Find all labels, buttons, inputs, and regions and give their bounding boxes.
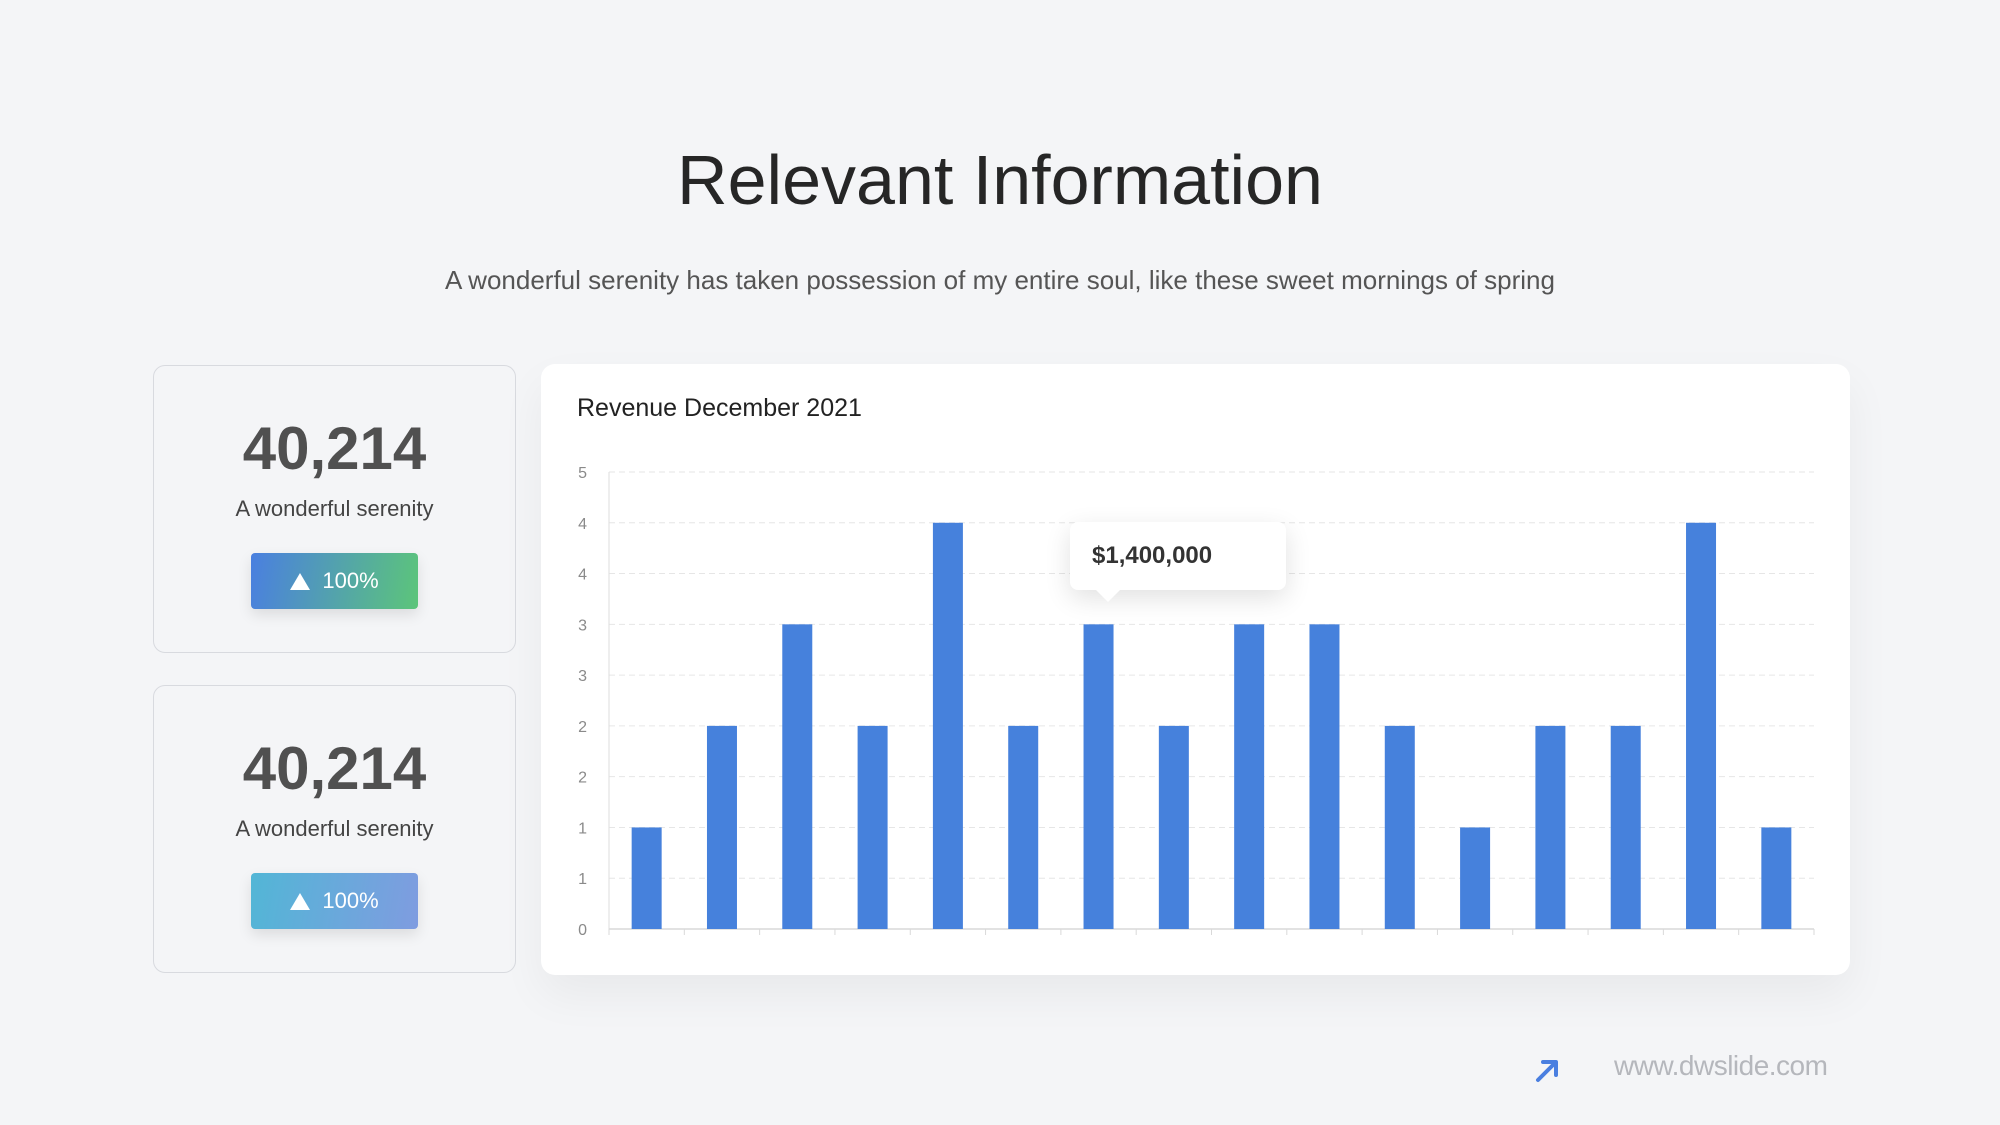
bar bbox=[706, 725, 737, 929]
stat-badge-text: 100% bbox=[322, 888, 379, 913]
y-tick-label: 3 bbox=[578, 668, 587, 685]
triangle-up-icon bbox=[290, 892, 311, 910]
y-tick-label: 0 bbox=[578, 922, 587, 939]
bar bbox=[1535, 725, 1566, 929]
stat-value: 40,214 bbox=[242, 415, 427, 482]
footer-url[interactable]: www.dwslide.com bbox=[1614, 1050, 1828, 1081]
y-tick-label: 1 bbox=[578, 820, 587, 837]
stat-badge: 100% bbox=[251, 553, 418, 609]
y-tick-label: 1 bbox=[578, 871, 587, 888]
stat-badge: 100% bbox=[251, 873, 418, 929]
y-tick-label: 4 bbox=[578, 516, 587, 533]
stat-card-1: 40,214 A wonderful serenity 100% bbox=[153, 365, 516, 653]
bar bbox=[1234, 624, 1265, 929]
bar bbox=[1761, 827, 1792, 929]
bar bbox=[1686, 522, 1717, 929]
arrow-up-right-icon bbox=[1536, 1060, 1558, 1082]
chart-title: Revenue December 2021 bbox=[577, 394, 862, 422]
stat-label: A wonderful serenity bbox=[235, 816, 434, 841]
bar bbox=[932, 522, 963, 929]
page-title: Relevant Information bbox=[677, 141, 1323, 219]
bar bbox=[1384, 725, 1415, 929]
bar bbox=[1083, 624, 1114, 929]
chart-card: Revenue December 2021 0 1 1 2 2 3 3 4 4 5 $1,400,… bbox=[541, 364, 1850, 975]
bar bbox=[857, 725, 888, 929]
y-tick-label: 4 bbox=[578, 567, 587, 584]
y-tick-label: 3 bbox=[578, 617, 587, 634]
bar bbox=[782, 624, 813, 929]
stat-badge-text: 100% bbox=[322, 568, 379, 593]
stat-card-2: 40,214 A wonderful serenity 100% bbox=[153, 685, 516, 973]
revenue-bar-chart: 0 1 1 2 2 3 3 4 4 5 bbox=[578, 465, 1815, 939]
bar bbox=[631, 827, 662, 929]
value-tooltip: $1,400,000 bbox=[1070, 522, 1286, 602]
bar bbox=[1008, 725, 1039, 929]
bar bbox=[1460, 827, 1491, 929]
bar bbox=[1610, 725, 1641, 929]
bar bbox=[1309, 624, 1340, 929]
y-tick-label: 2 bbox=[578, 719, 587, 736]
y-tick-label: 5 bbox=[578, 465, 587, 482]
stat-label: A wonderful serenity bbox=[235, 496, 434, 521]
bar bbox=[1158, 725, 1189, 929]
y-tick-label: 2 bbox=[578, 770, 587, 787]
stat-value: 40,214 bbox=[242, 735, 427, 802]
triangle-up-icon bbox=[290, 572, 311, 590]
page-subtitle: A wonderful serenity has taken possessio… bbox=[445, 265, 1555, 295]
